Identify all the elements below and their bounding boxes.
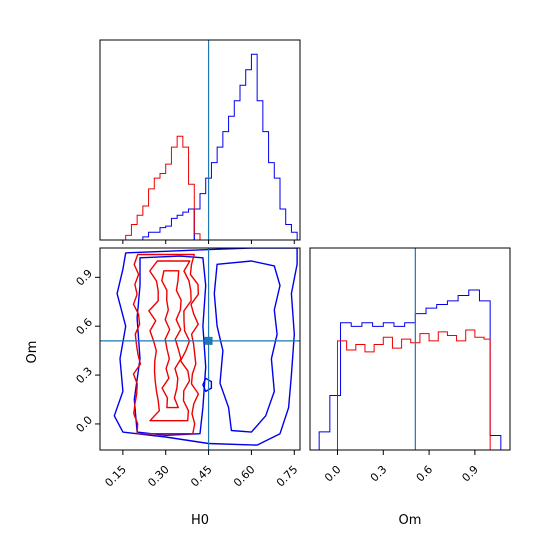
red-contour-outer — [132, 253, 200, 435]
y-axis-label-om: Om — [25, 341, 40, 364]
om-histogram-panel: 0.0 0.3 0.6 0.9 Om — [309, 247, 511, 528]
red-contour-middle — [148, 260, 192, 422]
contour-ytick-label-3: 0.9 — [74, 267, 96, 289]
om-histogram-frame — [309, 247, 511, 451]
h0-blue-histogram-tail — [142, 208, 195, 240]
x-axis-label-om: Om — [399, 513, 422, 528]
contour-xtick-label-4: 0.75 — [274, 463, 301, 490]
contour-xtick-label-2: 0.45 — [188, 463, 215, 490]
contour-xtick-label-0: 0.15 — [102, 463, 129, 490]
contour-ytick-label-0: 0.0 — [74, 414, 96, 436]
h0-om-contour-panel: 0.15 0.30 0.45 0.60 0.75 0.0 0.3 0.6 0.9 H0 Om — [25, 247, 301, 528]
blue-contour-inner-right — [213, 260, 281, 433]
contour-xtick-label-1: 0.30 — [145, 463, 172, 490]
om-blue-histogram — [318, 289, 502, 450]
h0-histogram-panel — [99, 39, 301, 244]
om-red-histogram — [336, 329, 491, 450]
om-xtick-label-0: 0.0 — [322, 463, 344, 485]
h0-blue-histogram — [193, 53, 298, 240]
om-xtick-label-1: 0.3 — [368, 463, 390, 485]
h0-histogram-frame — [99, 39, 301, 241]
red-contour-inner — [161, 270, 182, 409]
x-axis-label-h0: H0 — [191, 513, 209, 528]
blue-contour-inner-left — [133, 255, 207, 436]
om-xtick-label-2: 0.6 — [414, 463, 436, 485]
contour-ytick-label-1: 0.3 — [74, 365, 96, 387]
truth-marker — [204, 336, 213, 345]
contour-ytick-label-2: 0.6 — [74, 316, 96, 338]
h0-red-histogram — [125, 135, 201, 240]
contour-frame — [99, 247, 301, 451]
om-xtick-label-3: 0.9 — [459, 463, 481, 485]
blue-contour-outer — [113, 248, 298, 446]
contour-xtick-label-3: 0.60 — [231, 463, 258, 490]
